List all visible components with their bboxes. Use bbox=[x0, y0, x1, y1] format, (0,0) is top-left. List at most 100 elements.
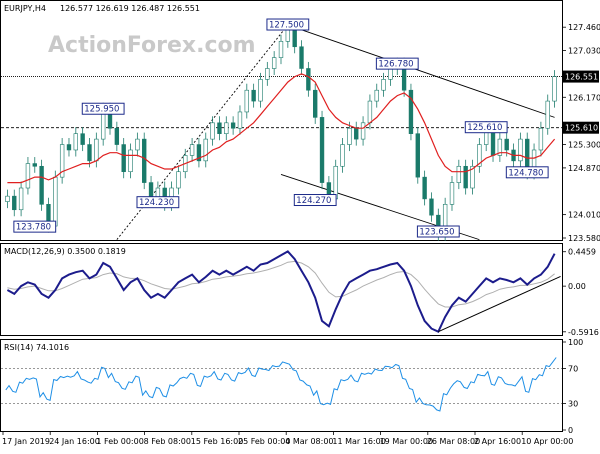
candle-body bbox=[238, 112, 242, 128]
candle-body bbox=[423, 177, 427, 199]
price-y-tick-label: 127.460 bbox=[568, 23, 600, 32]
price-y-tick-label: 124.870 bbox=[568, 164, 600, 173]
candle-body bbox=[519, 139, 523, 161]
candle-body bbox=[129, 150, 133, 172]
candle-body bbox=[265, 68, 269, 79]
candle-body bbox=[553, 77, 557, 101]
macd-panel: MACD(12,26,9) 0.3500 0.1819 0.4459 0.00 -0… bbox=[1, 244, 599, 337]
rsi-y-tick-label: 30 bbox=[568, 400, 578, 409]
candle-body bbox=[122, 145, 126, 172]
candle-body bbox=[457, 166, 461, 182]
candle-body bbox=[224, 123, 228, 134]
candle-body bbox=[67, 145, 71, 150]
x-tick-label: 1 Feb 00:00 bbox=[96, 437, 143, 446]
x-tick-label: 24 Jan 16:00 bbox=[49, 437, 100, 446]
candle-body bbox=[464, 166, 468, 188]
price-level-label: 126.780 bbox=[378, 60, 413, 70]
rsi-y-tick-label: 0 bbox=[568, 426, 573, 435]
price-trendline-0 bbox=[288, 25, 555, 117]
candle-body bbox=[142, 139, 146, 182]
candle-body bbox=[368, 101, 372, 123]
macd-line bbox=[7, 251, 554, 331]
candle-body bbox=[279, 41, 283, 57]
x-tick-label: 19 Mar 00:00 bbox=[380, 437, 433, 446]
candle-body bbox=[382, 79, 386, 90]
candle-body bbox=[231, 123, 235, 128]
candle-body bbox=[313, 90, 317, 117]
candle-body bbox=[252, 90, 256, 101]
candle-body bbox=[81, 134, 85, 145]
candle-body bbox=[53, 177, 57, 226]
price-level-label: 127.500 bbox=[269, 21, 304, 31]
chart-ohlc: 126.577 126.619 126.487 126.551 bbox=[60, 4, 200, 13]
x-tick-label: 25 Feb 00:00 bbox=[238, 437, 290, 446]
chart-symbol: EURJPY,H4 bbox=[4, 4, 46, 13]
candle-body bbox=[334, 166, 338, 199]
candle-body bbox=[74, 134, 78, 150]
macd-y-tick-label: -0.5916 bbox=[568, 328, 599, 337]
macd-y-tick-label: 0.4459 bbox=[568, 248, 596, 257]
rsi-y-tick-label: 70 bbox=[568, 364, 578, 373]
macd-panel-frame bbox=[1, 244, 563, 336]
macd-trendline bbox=[438, 276, 560, 331]
candle-body bbox=[320, 117, 324, 182]
price-y-tick-label: 125.300 bbox=[568, 141, 600, 150]
macd-y-axis: 0.4459 0.00 -0.5916 bbox=[562, 248, 599, 337]
candle-body bbox=[389, 68, 393, 79]
candle-body bbox=[218, 123, 222, 134]
price-level-label: 124.230 bbox=[139, 198, 174, 208]
candle-body bbox=[245, 90, 249, 112]
candle-body bbox=[272, 58, 276, 69]
current-price-label: 126.551 bbox=[565, 73, 598, 82]
candle-body bbox=[12, 196, 16, 210]
candle-body bbox=[135, 139, 139, 150]
x-tick-label: 26 Mar 08:00 bbox=[427, 437, 480, 446]
rsi-level-lines bbox=[1, 368, 562, 403]
candle-body bbox=[40, 166, 44, 204]
price-panel: ActionForex.com EURJPY,H4 126.577 126.61… bbox=[1, 1, 600, 244]
price-level-label: 123.780 bbox=[16, 223, 51, 233]
macd-signal-line bbox=[7, 261, 554, 307]
x-tick-label: 8 Feb 08:00 bbox=[144, 437, 191, 446]
candle-body bbox=[505, 139, 509, 150]
price-y-tick-label: 127.030 bbox=[568, 47, 600, 56]
candle-body bbox=[33, 164, 37, 167]
rsi-panel: RSI(14) 74.1016 100 70 30 0 bbox=[1, 338, 584, 435]
candle-body bbox=[546, 101, 550, 128]
candle-body bbox=[348, 128, 352, 144]
x-tick-label: 17 Jan 2019 bbox=[2, 437, 50, 446]
x-tick-label: 15 Feb 16:00 bbox=[191, 437, 243, 446]
candle-body bbox=[341, 145, 345, 167]
candle-body bbox=[416, 134, 420, 177]
x-tick-label: 4 Mar 08:00 bbox=[285, 437, 333, 446]
candle-body bbox=[211, 123, 215, 139]
reference-level-label: 125.610 bbox=[565, 124, 598, 133]
candle-body bbox=[94, 139, 98, 161]
rsi-panel-frame bbox=[1, 340, 563, 432]
candle-body bbox=[375, 90, 379, 101]
candle-body bbox=[204, 139, 208, 161]
x-tick-label: 2 Apr 16:00 bbox=[474, 437, 521, 446]
candle-body bbox=[26, 164, 30, 188]
candle-body bbox=[177, 172, 181, 188]
candle-body bbox=[354, 128, 358, 139]
price-y-tick-label: 126.170 bbox=[568, 93, 600, 102]
price-level-label: 123.650 bbox=[419, 228, 454, 238]
candle-body bbox=[306, 68, 310, 90]
macd-y-tick-label: 0.00 bbox=[568, 282, 586, 291]
price-level-label: 124.780 bbox=[508, 168, 543, 178]
rsi-y-tick-label: 100 bbox=[568, 338, 583, 347]
price-level-label: 125.950 bbox=[84, 105, 119, 115]
macd-title: MACD(12,26,9) 0.3500 0.1819 bbox=[4, 247, 126, 256]
candle-body bbox=[300, 47, 304, 69]
candle-body bbox=[450, 183, 454, 205]
price-level-label: 124.270 bbox=[296, 196, 331, 206]
price-reference-lines bbox=[1, 77, 562, 128]
candle-body bbox=[539, 128, 543, 150]
rsi-title: RSI(14) 74.1016 bbox=[4, 343, 69, 352]
rsi-line bbox=[6, 358, 556, 412]
price-level-label: 125.610 bbox=[467, 123, 502, 133]
candle-body bbox=[259, 79, 263, 101]
